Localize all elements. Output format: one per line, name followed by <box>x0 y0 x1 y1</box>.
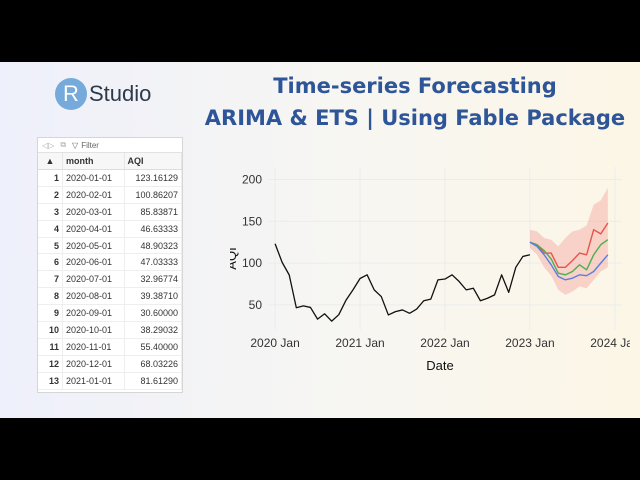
table-row[interactable]: 8 2020-08-01 39.38710 <box>38 287 183 306</box>
table-header-row: ▲ month AQI <box>38 153 183 170</box>
chart-grid <box>268 167 622 330</box>
cell-aqi: 123.16129 <box>124 169 183 187</box>
table-row[interactable]: 12 2020-12-01 68.03226 <box>38 355 183 373</box>
table-row[interactable]: 9 2020-09-01 30.60000 <box>38 304 183 323</box>
cell-month: 2020-05-01 <box>62 237 125 255</box>
sort-icon[interactable]: ▲ <box>38 153 63 170</box>
row-number: 2 <box>38 186 63 204</box>
chart-text: 50 100 150 200 2020 Jan 2021 Jan 2022 Jan 2023 … <box>230 173 630 373</box>
x-tick-label: 2021 Jan <box>335 336 384 350</box>
table-row[interactable]: 1 2020-01-01 123.16129 <box>38 169 183 187</box>
column-header-aqi[interactable]: AQI <box>124 153 183 170</box>
cell-aqi: 100.86207 <box>124 186 183 204</box>
column-header-month[interactable]: month <box>62 153 125 170</box>
y-tick-label: 50 <box>249 298 263 312</box>
table-row[interactable]: 5 2020-05-01 48.90323 <box>38 237 183 255</box>
cell-aqi: 46.63333 <box>124 220 183 238</box>
cell-aqi: 30.60000 <box>124 304 183 323</box>
table-row[interactable]: 7 2020-07-01 32.96774 <box>38 270 183 289</box>
prediction-interval-band <box>529 187 608 295</box>
slide-title-line1: Time-series Forecasting <box>273 74 557 98</box>
x-axis-label: Date <box>426 358 453 373</box>
cell-aqi: 48.90323 <box>124 237 183 255</box>
cell-month: 2020-08-01 <box>62 287 125 306</box>
cell-aqi: 81.61290 <box>124 372 183 390</box>
cell-aqi: 47.03333 <box>124 253 183 272</box>
cell-month: 2020-11-01 <box>62 338 125 356</box>
r-logo-icon: R <box>55 78 87 110</box>
forecast-chart: 50 100 150 200 2020 Jan 2021 Jan 2022 Jan 2023 … <box>230 167 630 373</box>
row-number: 5 <box>38 237 63 255</box>
cell-month: 2020-04-01 <box>62 220 125 238</box>
logo-text: Studio <box>89 81 152 106</box>
cell-month: 2020-09-01 <box>62 304 125 323</box>
popout-icon[interactable]: ⧉ <box>60 140 67 149</box>
chart-marks <box>274 187 609 322</box>
forecast-line <box>529 239 609 276</box>
cell-aqi: 68.03226 <box>124 355 183 373</box>
cell-month: 2020-02-01 <box>62 186 125 204</box>
grid-toolbar: ◁▷ ⧉ ▽ Filter <box>38 138 182 153</box>
filter-icon[interactable]: ▽ <box>72 140 79 150</box>
cell-aqi: 38.29032 <box>124 321 183 339</box>
cell-month: 2020-06-01 <box>62 253 125 272</box>
row-number: 3 <box>38 203 63 221</box>
row-number: 7 <box>38 270 63 289</box>
filter-button[interactable]: Filter <box>81 140 99 150</box>
row-number: 12 <box>38 355 63 373</box>
cell-month: 2020-03-01 <box>62 203 125 221</box>
row-number: 10 <box>38 321 63 339</box>
data-grid: ◁▷ ⧉ ▽ Filter ▲ month AQI 1 2020-01-01 123… <box>37 137 183 393</box>
data-table: ▲ month AQI 1 2020-01-01 123.16129 2 2020-02… <box>38 153 183 390</box>
table-row[interactable]: 13 2021-01-01 81.61290 <box>38 372 183 390</box>
cell-month: 2021-01-01 <box>62 372 125 390</box>
table-row[interactable]: 2 2020-02-01 100.86207 <box>38 186 183 204</box>
x-tick-label: 2022 Jan <box>420 336 469 350</box>
row-number: 1 <box>38 169 63 187</box>
x-tick-label: 2020 Jan <box>250 336 299 350</box>
cell-aqi: 39.38710 <box>124 287 183 306</box>
cell-month: 2020-12-01 <box>62 355 125 373</box>
y-tick-label: 150 <box>242 214 262 228</box>
row-number: 11 <box>38 338 63 356</box>
table-row[interactable]: 11 2020-11-01 55.40000 <box>38 338 183 356</box>
x-tick-label: 2023 Jan <box>505 336 554 350</box>
cell-month: 2020-10-01 <box>62 321 125 339</box>
row-number: 4 <box>38 220 63 238</box>
table-row[interactable]: 10 2020-10-01 38.29032 <box>38 321 183 339</box>
cell-aqi: 85.83871 <box>124 203 183 221</box>
cell-month: 2020-01-01 <box>62 169 125 187</box>
history-line <box>274 243 531 322</box>
row-number: 6 <box>38 253 63 272</box>
y-tick-label: 200 <box>242 173 262 187</box>
slide: R Studio Time-series Forecasting ARIMA &… <box>0 62 640 418</box>
forecast-line <box>529 241 609 281</box>
cell-month: 2020-07-01 <box>62 270 125 289</box>
cell-aqi: 55.40000 <box>124 338 183 356</box>
row-number: 13 <box>38 372 63 390</box>
row-number: 9 <box>38 304 63 323</box>
y-axis-label: AQI <box>230 247 239 269</box>
row-number: 8 <box>38 287 63 306</box>
table-row[interactable]: 4 2020-04-01 46.63333 <box>38 220 183 238</box>
back-icon[interactable]: ◁▷ <box>42 140 55 150</box>
cell-aqi: 32.96774 <box>124 270 183 289</box>
slide-title-line2: ARIMA & ETS | Using Fable Package <box>204 106 626 130</box>
x-tick-label: 2024 Jan <box>590 336 630 350</box>
rstudio-logo: R Studio <box>55 77 151 111</box>
y-tick-label: 100 <box>242 256 262 270</box>
forecast-line <box>529 222 609 269</box>
table-row[interactable]: 6 2020-06-01 47.03333 <box>38 253 183 272</box>
table-row[interactable]: 3 2020-03-01 85.83871 <box>38 203 183 221</box>
